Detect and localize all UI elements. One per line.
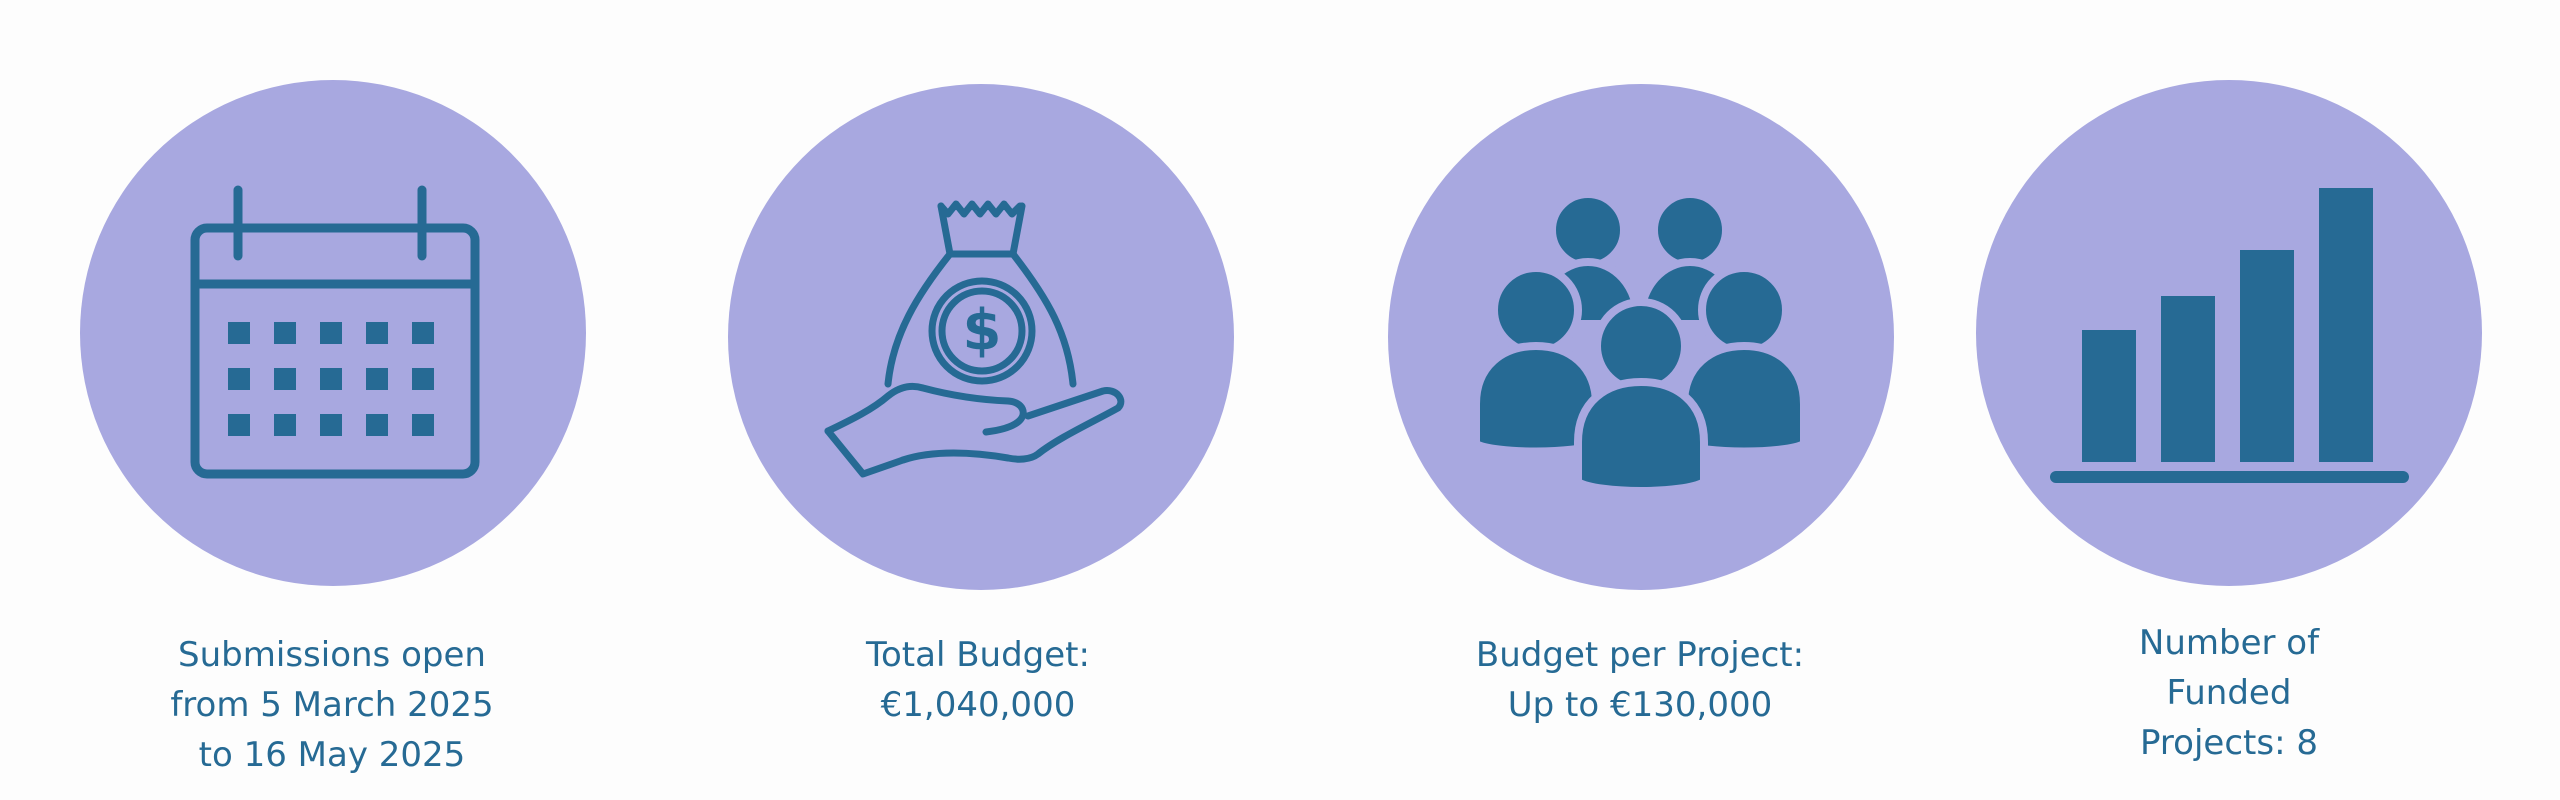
chart-circle xyxy=(1976,80,2482,586)
money-circle: $ xyxy=(728,84,1234,590)
money-bag-in-hand-icon: $ xyxy=(824,200,1125,478)
caption-line: Funded xyxy=(2166,673,2292,713)
people-group-icon xyxy=(1472,190,1808,495)
total-budget-caption: Total Budget: €1,040,000 xyxy=(728,630,1228,730)
submissions-card: Submissions open from 5 March 2025 to 16… xyxy=(30,0,630,800)
budget-per-project-card: Budget per Project: Up to €130,000 xyxy=(1338,0,1938,800)
people-circle xyxy=(1388,84,1894,590)
caption-line: Projects: 8 xyxy=(2140,723,2318,763)
caption-line: Up to €130,000 xyxy=(1507,685,1773,725)
caption-line: Total Budget: xyxy=(866,635,1090,675)
caption-line: €1,040,000 xyxy=(880,685,1076,725)
calendar-circle xyxy=(80,80,586,586)
funded-projects-card: Number of Funded Projects: 8 xyxy=(1926,0,2526,800)
caption-line: Number of xyxy=(2138,623,2320,663)
caption-line: Budget per Project: xyxy=(1475,635,1805,675)
caption-line: from 5 March 2025 xyxy=(170,685,494,725)
bar-chart-icon xyxy=(2050,188,2409,483)
svg-text:$: $ xyxy=(963,298,1002,363)
total-budget-card: $ Total Budget: €1,040,000 xyxy=(678,0,1278,800)
funded-projects-caption: Number of Funded Projects: 8 xyxy=(1979,618,2479,768)
calendar-icon xyxy=(190,185,480,479)
submissions-caption: Submissions open from 5 March 2025 to 16… xyxy=(82,630,582,780)
caption-line: to 16 May 2025 xyxy=(198,735,466,775)
caption-line: Submissions open xyxy=(178,635,486,675)
budget-per-project-caption: Budget per Project: Up to €130,000 xyxy=(1390,630,1890,730)
